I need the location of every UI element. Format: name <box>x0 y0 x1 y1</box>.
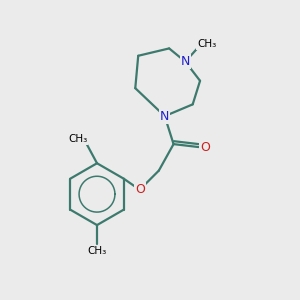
Text: N: N <box>160 110 169 123</box>
Text: CH₃: CH₃ <box>87 246 106 256</box>
Text: O: O <box>200 141 210 154</box>
Text: N: N <box>181 55 190 68</box>
Text: CH₃: CH₃ <box>197 39 217 49</box>
Text: O: O <box>135 183 145 196</box>
Text: CH₃: CH₃ <box>68 134 88 144</box>
